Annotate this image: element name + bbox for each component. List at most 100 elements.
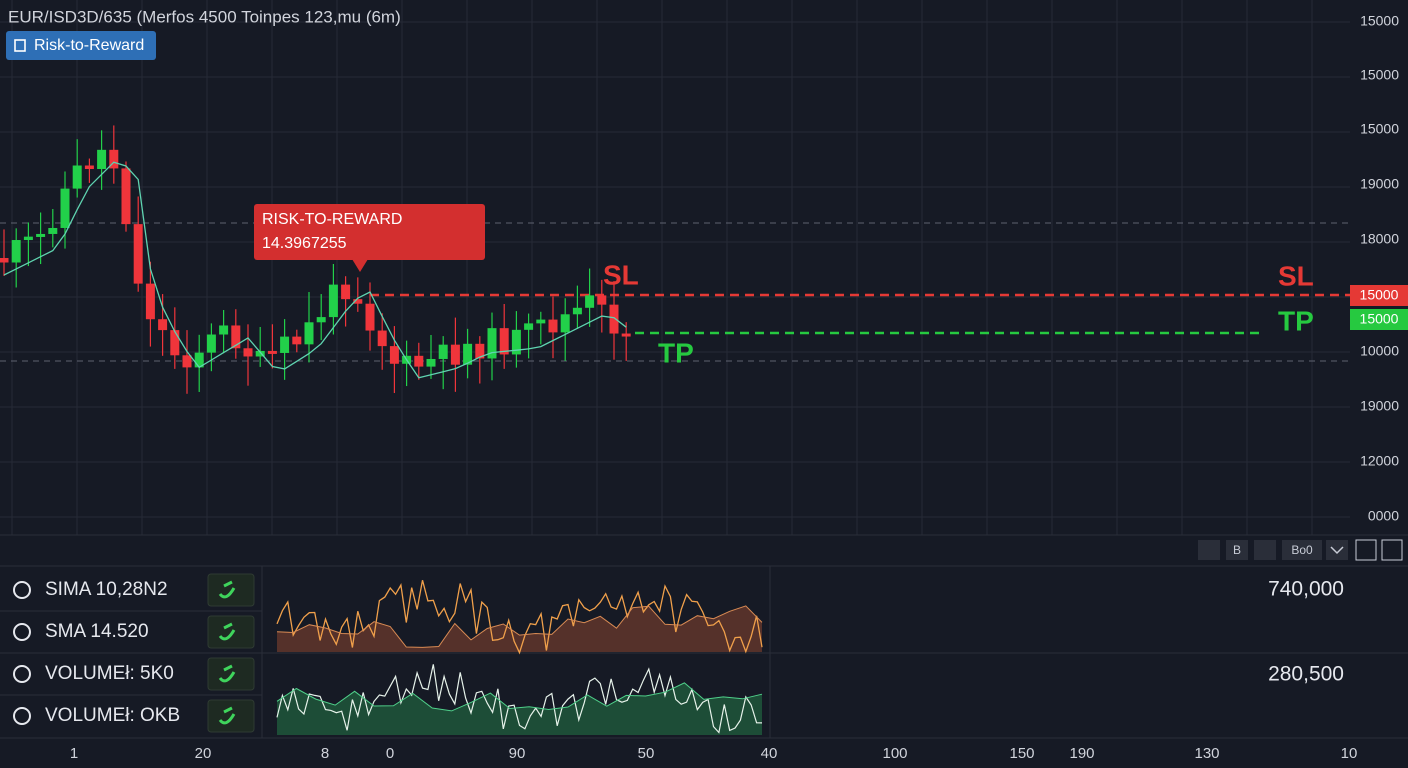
price-tag-label: 15000 [1360, 311, 1399, 327]
candle-body [560, 314, 570, 333]
candle-body [206, 334, 216, 353]
chevron [1330, 546, 1344, 555]
tp-label: TP [658, 337, 694, 368]
candle-body [475, 343, 485, 359]
indicator-line [276, 664, 763, 734]
indicator-label: SIMA 10,28N2 [45, 579, 168, 600]
candle-body [499, 328, 509, 355]
indicator-label: VOLUMEł: OKB [45, 705, 180, 726]
risk-reward-button[interactable]: Risk-to-Reward [6, 31, 156, 60]
tp-label: TP [1278, 305, 1314, 336]
tool-button[interactable] [1381, 539, 1403, 561]
time-label: 10 [1341, 745, 1358, 762]
candle-body [121, 168, 131, 225]
price-label: 18000 [1360, 231, 1399, 247]
candle-body [72, 165, 82, 189]
time-label: 90 [509, 745, 526, 762]
tooltip-pointer [352, 259, 368, 272]
price-label: 12000 [1360, 453, 1399, 469]
button-icon [14, 39, 26, 52]
indicator-toggle[interactable] [207, 699, 255, 733]
button-label[interactable]: Risk-to-Reward [34, 37, 144, 54]
candle-body [511, 329, 521, 355]
candle-body [23, 236, 33, 241]
time-label: 100 [882, 745, 907, 762]
tooltip-value: 14.3967255 [262, 235, 347, 252]
candle-body [341, 284, 351, 300]
tool-label[interactable]: Bo0 [1291, 543, 1313, 557]
candle-body [182, 355, 192, 368]
candle-body [414, 355, 424, 367]
indicator-area [277, 605, 762, 652]
sl-label: SL [603, 259, 639, 290]
time-label: 190 [1069, 745, 1094, 762]
candle-body [487, 328, 497, 359]
price-label: 15000 [1360, 13, 1399, 29]
indicator-toggle[interactable] [207, 657, 255, 691]
candle-body [194, 352, 204, 368]
time-axis: 1 20 8 0 90 50 40 100 150 190 130 10 [70, 745, 1358, 762]
time-label: 0 [386, 745, 394, 762]
price-label: 0000 [1368, 508, 1399, 524]
candle-body [597, 295, 607, 305]
indicator-label: SMA 14.520 [45, 621, 149, 642]
tool-button[interactable] [1226, 540, 1248, 560]
candle-body [97, 149, 107, 170]
candle-body [219, 325, 229, 335]
candle-body [585, 295, 595, 308]
toggle-icon [218, 664, 236, 683]
indicator-toggle[interactable] [207, 573, 255, 607]
time-label: 150 [1009, 745, 1034, 762]
candle-body [292, 336, 302, 345]
tool-button[interactable] [1198, 540, 1220, 560]
candle-body [328, 284, 338, 318]
sl-label: SL [1278, 260, 1314, 291]
candle-body [243, 348, 253, 357]
candle-body [11, 240, 21, 263]
indicator-line [276, 580, 763, 655]
candle-body [0, 258, 9, 263]
indicator-toggle[interactable] [207, 615, 255, 649]
candle-body [353, 299, 363, 304]
candle-body [524, 323, 534, 330]
candle-body [48, 227, 58, 234]
indicator-label: VOLUMEł: 5K0 [45, 663, 174, 684]
panel-value: 740,000 [1268, 578, 1344, 601]
price-label: 15000 [1360, 121, 1399, 137]
price-tag-label: 15000 [1360, 287, 1399, 303]
candle-body [463, 343, 473, 365]
time-label: 130 [1194, 745, 1219, 762]
candle-body [365, 303, 375, 331]
candle-body [158, 319, 168, 331]
tool-button[interactable] [1254, 540, 1276, 560]
candle-body [377, 330, 387, 347]
price-label: 10000 [1360, 343, 1399, 359]
price-tag [1350, 285, 1408, 306]
button-bg[interactable] [6, 31, 156, 60]
candle-body [316, 317, 326, 323]
candle-body [609, 304, 619, 334]
moving-average [3, 161, 627, 379]
indicator-icon [13, 665, 31, 683]
time-label: 1 [70, 745, 78, 762]
panel-value: 280,500 [1268, 663, 1344, 686]
indicator-icon [13, 581, 31, 599]
tool-button[interactable] [1326, 540, 1348, 560]
candle-body [255, 350, 265, 357]
tool-button[interactable] [1282, 540, 1322, 560]
candle-body [548, 319, 558, 333]
time-label: 40 [761, 745, 778, 762]
candle-body [621, 333, 631, 337]
candle-body [280, 336, 290, 353]
tool-button[interactable] [1355, 539, 1377, 561]
tooltip: RISK-TO-REWARD 14.3967255 [254, 204, 485, 272]
toggle-icon [218, 622, 236, 641]
symbol-title: EUR/ISD3D/635 (Merfos 4500 Toinpes 123,m… [8, 7, 401, 26]
candle-body [450, 344, 460, 365]
time-label: 8 [321, 745, 329, 762]
price-label: 19000 [1360, 398, 1399, 414]
candle-body [438, 344, 448, 359]
tool-label[interactable]: B [1233, 543, 1241, 557]
